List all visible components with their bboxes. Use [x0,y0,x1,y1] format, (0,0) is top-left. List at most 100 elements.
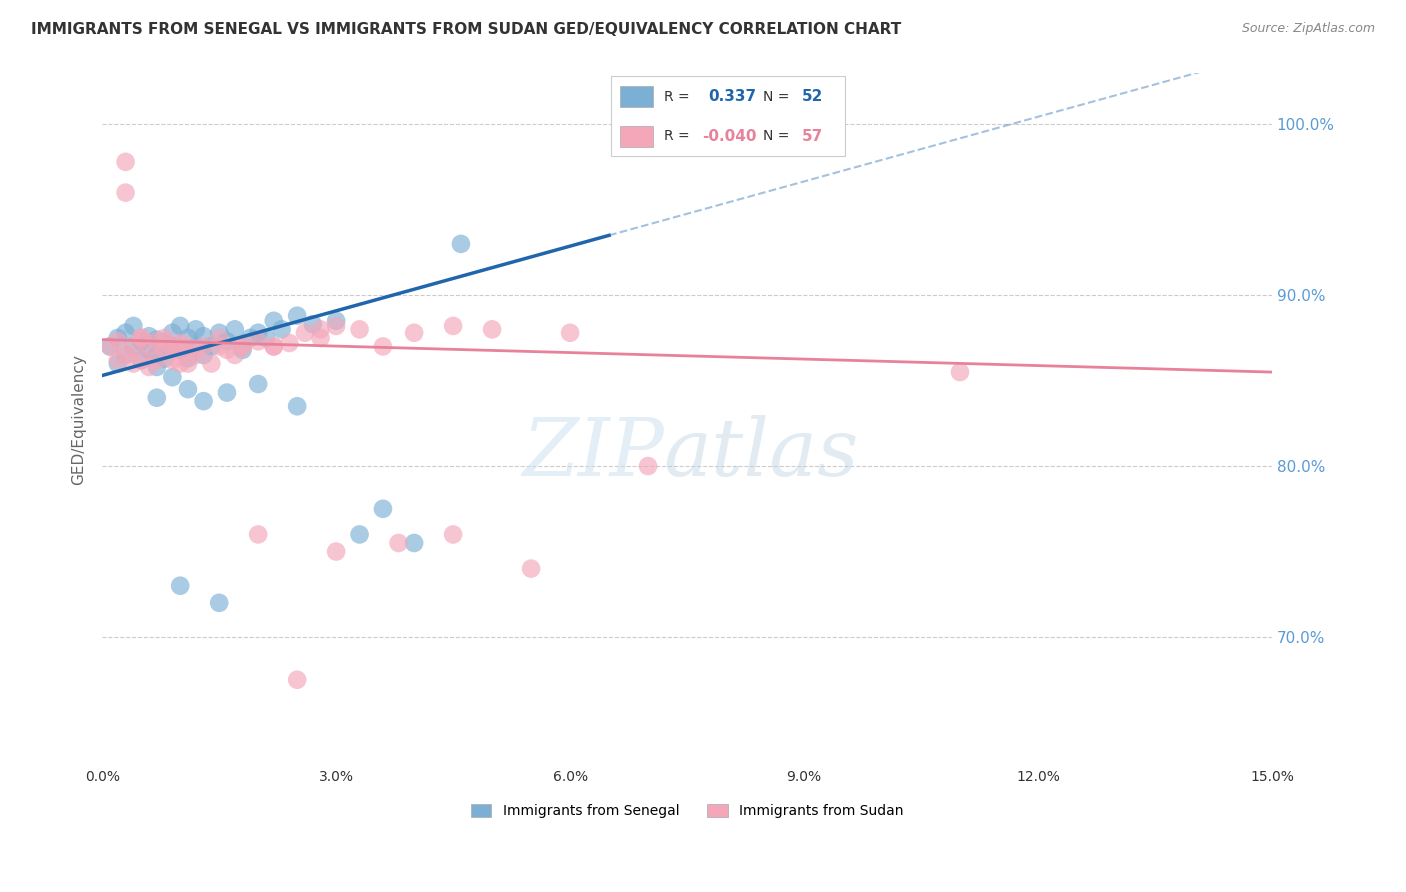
Point [146,333,169,347]
Point [441,318,464,333]
Point [637,459,659,474]
Point [98,339,121,353]
Text: N =: N = [763,90,789,103]
Point [193,348,215,362]
Point [224,348,246,362]
Point [285,673,308,687]
Point [371,501,394,516]
Point [481,322,503,336]
Point [153,336,176,351]
Point [215,385,238,400]
Point [177,382,200,396]
Point [193,394,215,409]
Y-axis label: GED/Equivalency: GED/Equivalency [72,353,86,484]
Text: 57: 57 [801,129,823,144]
Text: -0.040: -0.040 [702,129,756,144]
Point [153,336,176,351]
Point [177,351,200,366]
Point [224,322,246,336]
Point [153,331,176,345]
Point [301,317,323,331]
Point [371,339,394,353]
Text: N =: N = [763,129,789,144]
Point [122,357,145,371]
Point [270,322,292,336]
Point [162,353,184,368]
Point [558,326,581,340]
Point [138,343,160,357]
Point [215,343,238,357]
Point [169,357,191,371]
Point [114,186,136,200]
Point [107,353,129,368]
Point [247,326,270,340]
Legend: Immigrants from Senegal, Immigrants from Sudan: Immigrants from Senegal, Immigrants from… [465,798,910,824]
Point [184,339,207,353]
Point [387,536,409,550]
Point [349,322,371,336]
Point [146,348,169,362]
Text: Source: ZipAtlas.com: Source: ZipAtlas.com [1241,22,1375,36]
Point [325,314,347,328]
Point [129,353,152,368]
Point [200,357,222,371]
Text: R =: R = [664,90,689,103]
Point [169,579,191,593]
Point [232,339,254,353]
Point [177,331,200,345]
Point [153,343,176,357]
Point [138,359,160,374]
Point [404,536,426,550]
Point [138,329,160,343]
Point [285,399,308,413]
Text: R =: R = [664,129,689,144]
Point [208,339,231,353]
Point [169,343,191,357]
Point [193,339,215,353]
Point [162,370,184,384]
Point [122,318,145,333]
Point [114,154,136,169]
Point [146,353,169,368]
FancyBboxPatch shape [620,126,654,147]
Point [949,365,972,379]
Point [309,322,332,336]
Point [520,561,543,575]
Point [254,331,277,345]
Point [169,336,191,351]
Point [107,331,129,345]
Point [325,544,347,558]
Point [146,334,169,349]
Point [208,331,231,345]
Point [247,527,270,541]
Point [450,236,472,251]
Point [114,326,136,340]
Point [247,377,270,392]
Point [129,334,152,349]
Point [114,348,136,362]
Point [215,334,238,349]
Text: 52: 52 [801,89,823,104]
Point [325,318,347,333]
Point [294,326,316,340]
Text: IMMIGRANTS FROM SENEGAL VS IMMIGRANTS FROM SUDAN GED/EQUIVALENCY CORRELATION CHA: IMMIGRANTS FROM SENEGAL VS IMMIGRANTS FR… [31,22,901,37]
Point [129,353,152,368]
Point [169,339,191,353]
Point [98,339,121,353]
Point [122,339,145,353]
Point [146,359,169,374]
Point [184,343,207,357]
Point [153,351,176,366]
Point [285,309,308,323]
Point [263,339,285,353]
Point [441,527,464,541]
Text: atlas: atlas [664,415,859,492]
Point [232,343,254,357]
Point [122,339,145,353]
Point [263,339,285,353]
Point [208,326,231,340]
Point [162,339,184,353]
Point [193,329,215,343]
Point [138,339,160,353]
Point [309,331,332,345]
